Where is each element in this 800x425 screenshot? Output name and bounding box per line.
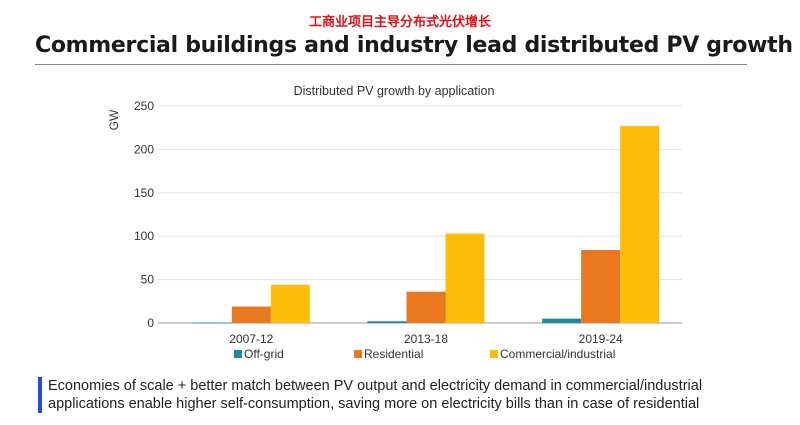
bar-residential-2013-18 [406,291,446,323]
bar-residential-2007-12 [231,306,271,323]
legend-label: Residential [364,347,423,361]
note-line-2: applications enable higher self-consumpt… [48,396,700,412]
legend-swatch [490,350,498,358]
y-tick-label: 150 [134,186,154,200]
x-tick-label: 2019-24 [579,332,623,346]
y-tick-label: 200 [134,142,154,156]
bar-off-grid-2007-12 [192,322,232,324]
y-axis-label: GW [107,109,121,130]
y-tick-label: 100 [134,229,154,243]
x-tick-label: 2007-12 [229,332,273,346]
bar-residential-2019-24 [581,250,621,323]
chart-title: Distributed PV growth by application [294,84,495,98]
bar-off-grid-2013-18 [367,321,407,323]
slide-title: Commercial buildings and industry lead d… [35,33,793,58]
y-tick-label: 50 [141,273,155,287]
takeaway-note: Economies of scale + better match betwee… [38,377,702,413]
note-line-1: Economies of scale + better match betwee… [48,378,703,394]
bar-commercial-industrial-2013-18 [445,233,485,323]
chinese-title: 工商业项目主导分布式光伏增长 [308,15,491,30]
bar-commercial-industrial-2007-12 [270,284,310,323]
y-tick-label: 0 [147,316,154,330]
legend-swatch [234,350,242,358]
legend-label: Commercial/industrial [500,347,615,361]
y-tick-label: 250 [134,99,154,113]
bar-commercial-industrial-2019-24 [620,125,660,324]
legend-swatch [354,350,362,358]
legend-label: Off-grid [244,347,284,361]
bar-off-grid-2019-24 [542,318,582,323]
x-tick-label: 2013-18 [404,332,448,346]
title-divider [35,64,747,65]
